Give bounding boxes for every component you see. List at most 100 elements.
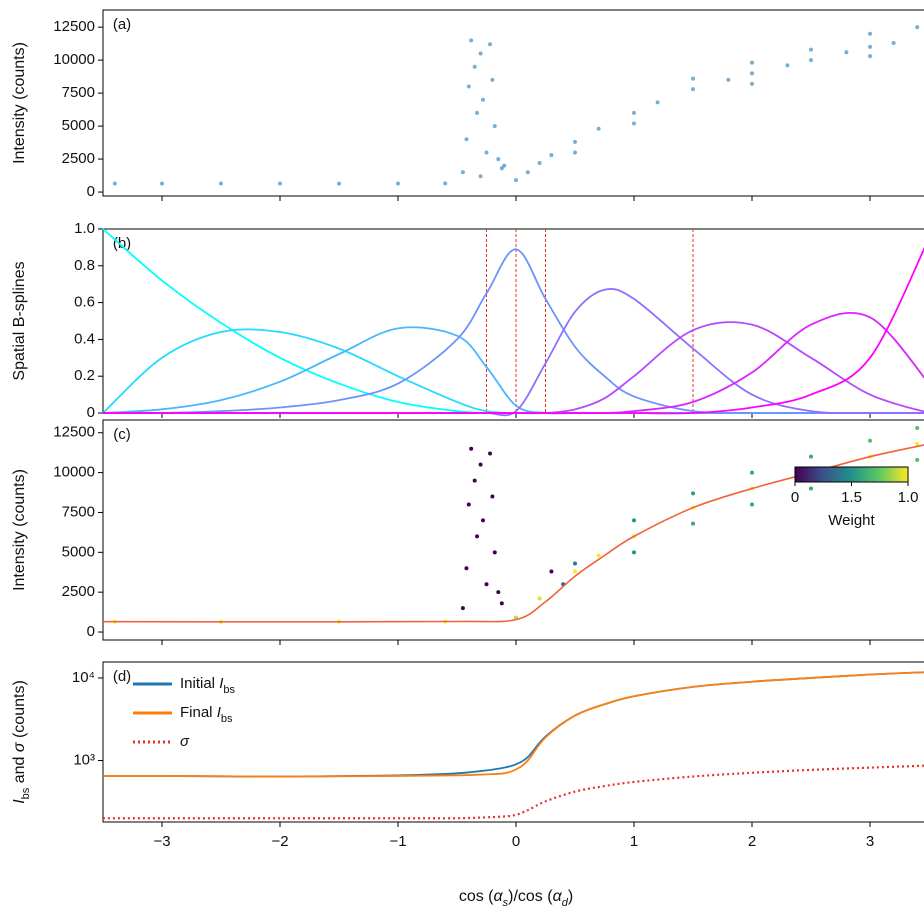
scatter-point xyxy=(472,64,477,69)
y-tick-label: 0.2 xyxy=(74,367,95,384)
scatter-point xyxy=(868,438,872,443)
scatter-point xyxy=(480,97,485,102)
scatter-point xyxy=(750,71,754,76)
scatter-point xyxy=(750,470,754,475)
scatter-point xyxy=(525,170,530,175)
label-part: Initial xyxy=(180,675,219,692)
label-part: ) xyxy=(568,888,573,905)
label-part: bs xyxy=(20,787,32,799)
label-part: and xyxy=(11,752,28,788)
y-tick-label: 7500 xyxy=(62,84,95,101)
scatter-point xyxy=(499,601,504,606)
scatter-point xyxy=(475,110,480,115)
scatter-point xyxy=(750,60,754,65)
panel-label: (d) xyxy=(113,668,131,685)
scatter-point xyxy=(844,50,849,55)
label-part: s xyxy=(503,897,509,909)
scatter-point xyxy=(396,181,400,186)
series-line xyxy=(102,326,924,415)
scatter-point xyxy=(809,47,813,52)
scatter-point xyxy=(632,110,636,115)
scatter-point xyxy=(691,521,695,526)
scatter-point xyxy=(488,42,493,47)
scatter-point xyxy=(484,150,489,155)
scatter-point xyxy=(632,518,636,523)
y-tick-label: 5000 xyxy=(62,117,95,134)
scatter-point xyxy=(573,150,577,155)
scatter-point xyxy=(160,181,164,186)
colorbar-tick-label: 1.5 xyxy=(841,489,862,506)
scatter-point xyxy=(809,454,813,459)
y-tick-label: 12500 xyxy=(53,424,95,441)
x-tick-label: 1 xyxy=(630,833,638,850)
label-part: cos ( xyxy=(459,888,494,905)
scatter-point xyxy=(596,126,601,131)
label-part: α xyxy=(553,888,563,905)
scatter-point xyxy=(499,166,504,171)
scatter-point xyxy=(915,425,920,430)
scatter-point xyxy=(490,494,495,499)
plot-frame xyxy=(102,9,924,197)
scatter-point xyxy=(655,100,660,105)
scatter-point xyxy=(573,569,577,574)
scatter-point xyxy=(496,157,501,162)
scatter-point xyxy=(469,446,474,451)
colorbar xyxy=(794,466,909,483)
scatter-point xyxy=(480,518,485,523)
scatter-point xyxy=(460,606,465,611)
legend-label: Initial Ibs xyxy=(180,675,235,696)
label-part: Final xyxy=(180,704,217,721)
y-tick-label: 12500 xyxy=(53,18,95,35)
legend-label: Final Ibs xyxy=(180,704,233,725)
scatter-point xyxy=(464,566,469,571)
y-tick-label: 0 xyxy=(87,404,95,421)
label-part: I xyxy=(217,704,221,721)
scatter-point xyxy=(785,63,790,68)
label-part: )/cos ( xyxy=(508,888,553,905)
scatter-point xyxy=(868,54,872,59)
label-part: α xyxy=(494,888,504,905)
label-part: σ xyxy=(11,741,28,752)
scatter-point xyxy=(278,181,282,186)
scatter-point xyxy=(537,161,542,166)
scatter-point xyxy=(496,590,501,595)
scatter-point xyxy=(691,491,695,496)
label-part: I xyxy=(219,675,223,692)
scatter-point xyxy=(868,44,872,49)
scatter-point xyxy=(502,163,507,168)
label-part: (counts) xyxy=(11,680,28,742)
scatter-point xyxy=(750,81,754,86)
scatter-point xyxy=(549,569,554,574)
scatter-point xyxy=(492,550,497,555)
y-tick-label: 5000 xyxy=(62,543,95,560)
scatter-point xyxy=(488,451,493,456)
y-tick-label: 0.6 xyxy=(74,294,95,311)
scatter-point xyxy=(632,550,636,555)
x-tick-label: −1 xyxy=(389,833,406,850)
y-tick-label: 0.4 xyxy=(74,330,95,347)
colorbar-tick-label: 0 xyxy=(791,489,799,506)
y-tick-label: 7500 xyxy=(62,503,95,520)
scatter-point xyxy=(443,181,448,186)
x-tick-label: 3 xyxy=(866,833,874,850)
scatter-point xyxy=(475,534,480,539)
scatter-point xyxy=(537,596,542,601)
label-part: d xyxy=(562,897,569,909)
scatter-point xyxy=(809,486,813,491)
scatter-point xyxy=(484,582,489,587)
scatter-point xyxy=(691,87,695,92)
plot-frame xyxy=(102,419,924,641)
scatter-point xyxy=(219,181,223,186)
series-line xyxy=(102,228,924,415)
x-tick-label: 0 xyxy=(512,833,520,850)
scatter-point xyxy=(460,170,465,175)
scatter-point xyxy=(596,553,601,558)
y-tick-label: 0 xyxy=(87,623,95,640)
scatter-point xyxy=(469,38,474,43)
scatter-point xyxy=(891,40,896,45)
y-tick-label: 10000 xyxy=(53,464,95,481)
scatter-point xyxy=(632,121,636,126)
scatter-point xyxy=(466,502,471,507)
scatter-point xyxy=(514,178,518,183)
